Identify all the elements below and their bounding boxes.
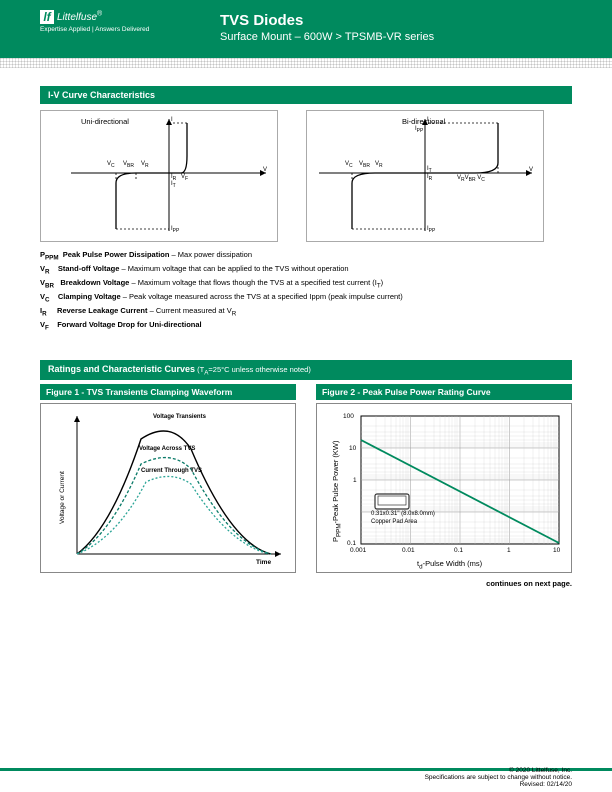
def-vbr: VBR Breakdown Voltage – Maximum voltage …	[40, 278, 572, 291]
fig1-lbl-ct: Current Through TVS	[141, 468, 202, 474]
figure2-title: Figure 2 - Peak Pulse Power Rating Curve	[316, 384, 572, 400]
footer-copyright: © 2020 Littelfuse, Inc.	[425, 767, 572, 774]
iv-curves-row: Uni-directional VC VBR VR IR VF IT IPP I…	[40, 110, 572, 242]
fig2-ylabel: PPPM-Peak Pulse Power (KW)	[331, 412, 343, 542]
figure1-title: Figure 1 - TVS Transients Clamping Wavef…	[40, 384, 296, 400]
iv-bi-ir: IR	[427, 174, 432, 182]
def-ir: IR Reverse Leakage Current – Current mea…	[40, 306, 572, 319]
iv-bi-ipp1: IPP	[415, 126, 423, 134]
iv-ipp-label: IPP	[171, 226, 179, 234]
figure1-col: Figure 1 - TVS Transients Clamping Wavef…	[40, 384, 296, 573]
iv-bi-vr2: VRVBR VC	[457, 175, 485, 183]
iv-bi-vbr: VBR	[359, 161, 370, 169]
iv-bi-it: IT	[427, 166, 432, 174]
iv-uni-chart	[41, 111, 277, 241]
header-bar: lfLittelfuse® Expertise Applied | Answer…	[0, 0, 612, 58]
doc-subtitle: Surface Mount – 600W > TPSMB-VR series	[220, 31, 434, 43]
dot-band	[0, 58, 612, 68]
iv-i-axis: I	[171, 117, 173, 123]
iv-bi-i-axis: I	[427, 117, 429, 123]
fig2-note2: Copper Pad Area	[371, 519, 417, 525]
figures-row: Figure 1 - TVS Transients Clamping Wavef…	[40, 384, 572, 573]
fig2-x-1: 0.01	[402, 547, 415, 554]
fig2-x-3: 1	[507, 547, 511, 554]
iv-vc-label: VC	[107, 161, 115, 169]
def-vf: VF Forward Voltage Drop for Uni-directio…	[40, 320, 572, 333]
fig2-xlabel: td-Pulse Width (ms)	[417, 559, 482, 571]
iv-bi-ipp2: IPP	[427, 226, 435, 234]
iv-vf-label: VF	[181, 174, 188, 182]
def-vc: VC Clamping Voltage – Peak voltage measu…	[40, 292, 572, 305]
fig2-y-1: 1	[353, 477, 357, 484]
iv-bi-vr: VR	[375, 161, 383, 169]
figure2-col: Figure 2 - Peak Pulse Power Rating Curve	[316, 384, 572, 573]
fig1-lbl-vt: Voltage Transients	[153, 414, 206, 420]
fig1-xlabel: Time	[256, 559, 271, 566]
fig2-x-0: 0.001	[350, 547, 366, 554]
logo-name: lfLittelfuse®	[40, 10, 195, 24]
content-area: I-V Curve Characteristics Uni-directiona…	[0, 68, 612, 573]
section-ratings-title: Ratings and Characteristic Curves (TA=25…	[40, 360, 572, 381]
footer-text: © 2020 Littelfuse, Inc. Specifications a…	[425, 767, 572, 788]
logo-block: lfLittelfuse® Expertise Applied | Answer…	[40, 10, 195, 33]
title-block: TVS Diodes Surface Mount – 600W > TPSMB-…	[220, 12, 434, 43]
iv-bi-v-axis: V	[529, 167, 533, 173]
logo-tagline: Expertise Applied | Answers Delivered	[40, 26, 195, 33]
fig2-y-10: 10	[349, 445, 356, 452]
figure2-chart: 100 10 1 0.1 0.001 0.01 0.1 1 10 0.31x0.…	[316, 403, 572, 573]
continues-note: continues on next page.	[0, 579, 612, 588]
iv-uni-label: Uni-directional	[81, 117, 129, 126]
def-ppm: PPPM Peak Pulse Power Dissipation – Max …	[40, 250, 572, 263]
fig2-y-01: 0.1	[347, 540, 356, 547]
fig2-note1: 0.31x0.31" (8.0x8.0mm)	[371, 511, 435, 517]
iv-bi-vc: VC	[345, 161, 353, 169]
iv-bi-box: Bi-directional VC VBR VR VRVBR VC IT IR …	[306, 110, 544, 242]
section-iv-title: I-V Curve Characteristics	[40, 86, 572, 104]
def-vr: VR Stand-off Voltage – Maximum voltage t…	[40, 264, 572, 277]
fig2-x-4: 10	[553, 547, 560, 554]
iv-v-axis: V	[263, 167, 267, 173]
iv-bi-chart	[307, 111, 543, 241]
iv-vr-label: VR	[141, 161, 149, 169]
doc-title: TVS Diodes	[220, 12, 434, 29]
fig1-ylabel: Voltage or Current	[59, 471, 66, 524]
fig2-y-100: 100	[343, 413, 354, 420]
logo-mark: lf	[40, 10, 54, 24]
iv-uni-box: Uni-directional VC VBR VR IR VF IT IPP I…	[40, 110, 278, 242]
footer-revised: Revised: 02/14/20	[425, 781, 572, 788]
iv-it-label: IT	[171, 181, 176, 189]
iv-vbr-label: VBR	[123, 161, 134, 169]
iv-bi-label: Bi-directional	[402, 117, 445, 126]
fig1-lbl-va: Voltage Across TVS	[139, 446, 195, 452]
footer-disclaimer: Specifications are subject to change wit…	[425, 774, 572, 781]
figure1-chart: Voltage Transients Voltage Across TVS Cu…	[40, 403, 296, 573]
fig2-x-2: 0.1	[454, 547, 463, 554]
definitions-list: PPPM Peak Pulse Power Dissipation – Max …	[40, 250, 572, 333]
